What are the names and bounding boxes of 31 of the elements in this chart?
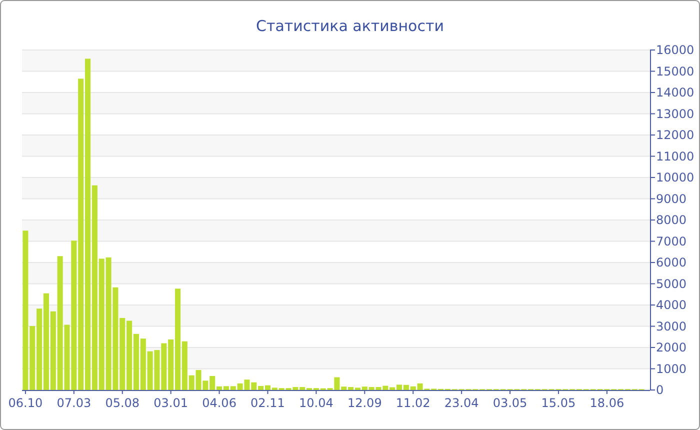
x-tick-label: 05.08 (105, 396, 140, 410)
y-tick-label: 8000 (656, 213, 687, 227)
x-tick-label: 18.06 (590, 396, 624, 410)
y-tick-label: 1000 (656, 362, 687, 376)
x-tick-label: 03.05 (492, 396, 528, 410)
y-tick-label: 13000 (656, 106, 694, 121)
x-tick-label: 12.09 (347, 396, 382, 410)
y-tick-label: 7000 (656, 234, 687, 248)
y-tick-label: 2000 (656, 340, 687, 354)
y-tick-label: 9000 (656, 192, 687, 206)
y-tick-label: 3000 (656, 319, 687, 334)
x-tick-label: 04.06 (202, 396, 236, 410)
y-tick-label: 0 (656, 383, 664, 397)
y-tick-label: 10000 (656, 170, 694, 184)
chart-title: Статистика активности (256, 17, 444, 35)
x-tick-label: 03.01 (154, 396, 188, 410)
y-tick-label: 15000 (656, 64, 694, 78)
y-tick-label: 12000 (656, 128, 694, 142)
x-tick-label: 06.10 (8, 396, 43, 410)
y-tick-label: 14000 (656, 86, 694, 100)
y-tick-label: 5000 (656, 276, 687, 291)
x-tick-label: 15.05 (541, 396, 576, 410)
y-tick-label: 11000 (656, 149, 694, 164)
x-tick-label: 10.04 (299, 396, 334, 410)
x-tick-label: 23.04 (444, 396, 479, 410)
y-tick-label: 4000 (656, 298, 687, 312)
x-tick-label: 11.02 (396, 396, 430, 410)
x-tick-label: 02.11 (250, 396, 285, 410)
x-tick-label: 07.03 (56, 396, 92, 410)
y-tick-label: 6000 (656, 256, 687, 270)
y-tick-label: 16000 (656, 43, 694, 57)
